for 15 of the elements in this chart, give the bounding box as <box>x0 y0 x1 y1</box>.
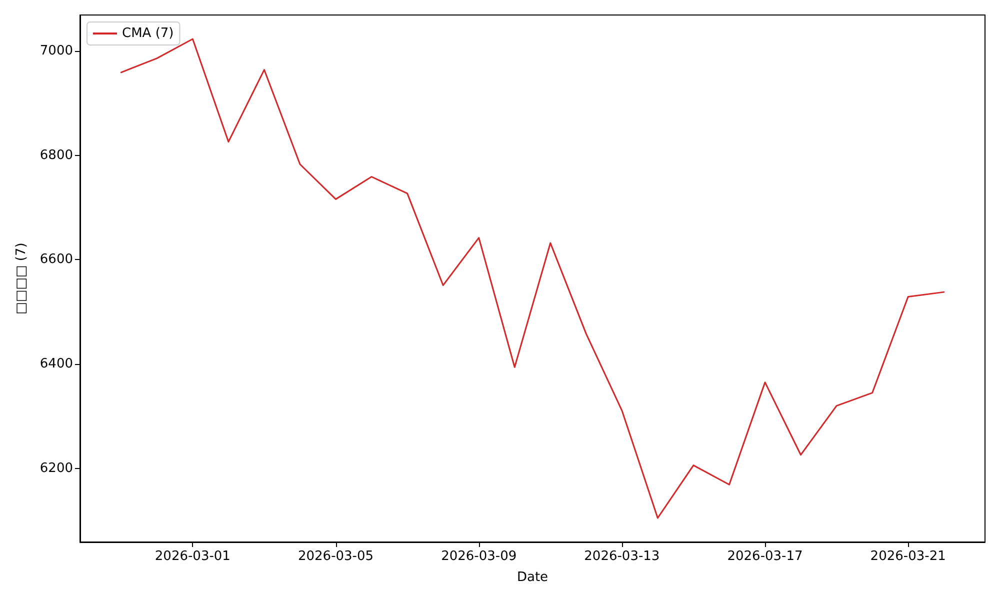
x-tick-label: 2026-03-17 <box>727 549 803 564</box>
y-tick-label: 6800 <box>40 148 73 163</box>
x-tick-label: 2026-03-13 <box>584 549 660 564</box>
x-tick-label: 2026-03-09 <box>441 549 517 564</box>
x-tick-label: 2026-03-05 <box>298 549 374 564</box>
y-tick-label: 6400 <box>40 356 73 372</box>
line-series <box>120 38 945 519</box>
y-tick-label: 6200 <box>40 460 73 476</box>
y-tick-label: 7000 <box>40 44 73 59</box>
x-tick-label: 2026-03-21 <box>870 549 946 564</box>
y-tick-label: 6600 <box>40 252 73 268</box>
y-axis-title: □□□□ (7) <box>14 242 29 314</box>
x-axis-title: Date <box>516 570 548 585</box>
x-tick-label: 2026-03-01 <box>154 549 230 564</box>
legend-label: CMA (7) <box>122 26 174 41</box>
